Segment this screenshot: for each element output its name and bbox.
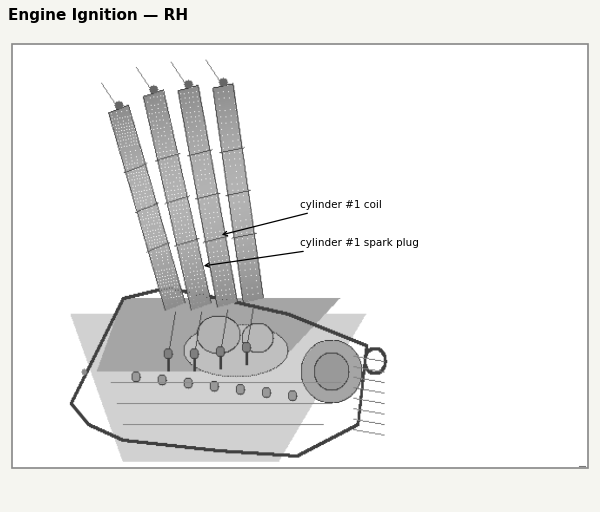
Text: Engine Ignition — RH: Engine Ignition — RH bbox=[8, 8, 188, 23]
Text: cylinder #1 spark plug: cylinder #1 spark plug bbox=[205, 238, 419, 267]
Text: cylinder #1 coil: cylinder #1 coil bbox=[223, 200, 382, 236]
Bar bbox=[12, 44, 588, 468]
